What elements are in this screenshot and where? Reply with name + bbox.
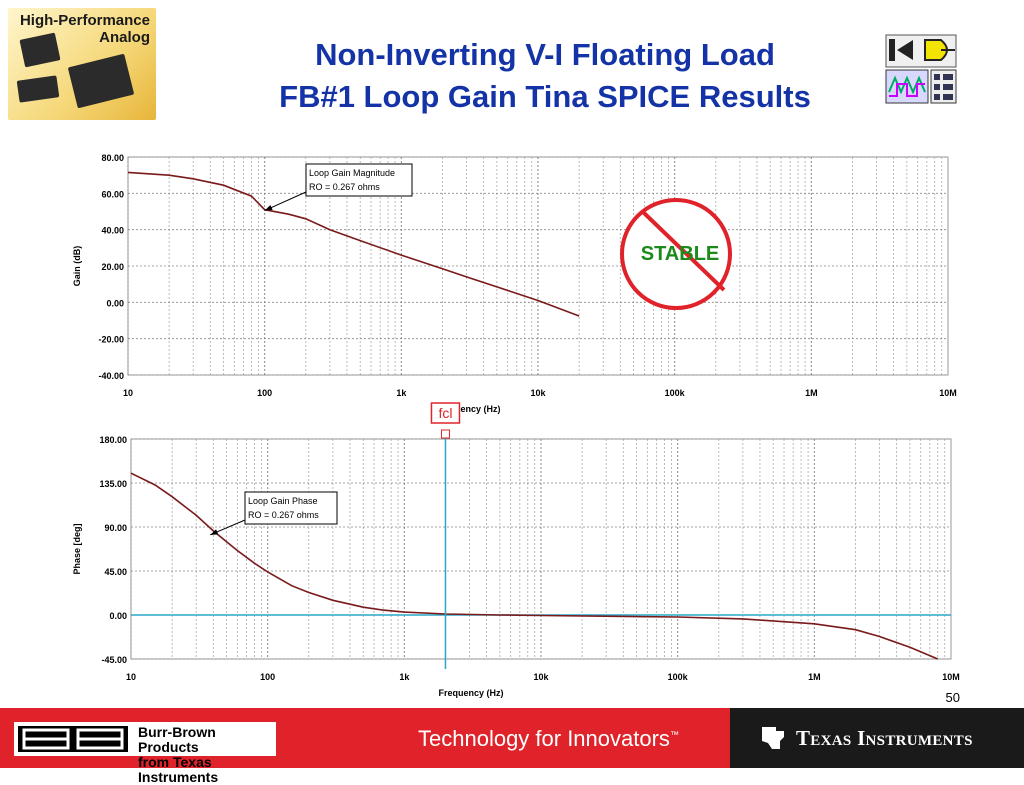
tagline-trademark: ™ — [669, 729, 679, 740]
y-tick-label: 135.00 — [99, 479, 127, 489]
y-tick-label: -20.00 — [98, 335, 124, 345]
annotation-arrow — [264, 191, 307, 212]
y-tick-label: 45.00 — [104, 567, 127, 577]
ti-logo-icon — [762, 727, 784, 749]
fcl-handle[interactable] — [440, 429, 450, 439]
title-line1: Non-Inverting V-I Floating Load — [315, 37, 775, 72]
high-performance-analog-logo: High-Performance Analog — [8, 8, 156, 120]
gain-chart: 80.00 60.00 40.00 20.00 0.00 -20.00 -40.00 10 10… — [72, 153, 957, 414]
x-tick-label: 10M — [942, 672, 960, 682]
y-axis-label: Gain (dB) — [72, 246, 82, 287]
logo-line1: High-Performance — [19, 12, 150, 29]
bode-plots: 80.00 60.00 40.00 20.00 0.00 -20.00 -40.00 10 10… — [72, 153, 960, 698]
x-tick-label: 1M — [805, 388, 818, 398]
fcl-label: fcl — [438, 405, 452, 421]
series-line — [127, 171, 580, 317]
y-tick-label: 0.00 — [106, 298, 124, 308]
bb-logo-icon — [18, 726, 128, 752]
tina-spice-icon — [885, 34, 957, 104]
y-axis-label: Phase [deg] — [72, 523, 82, 574]
bb-line2: from Texas Instruments — [138, 754, 219, 785]
stable-text: STABLE — [641, 243, 720, 265]
tagline-text: Technology for Innovators — [418, 726, 670, 751]
x-tick-label: 10k — [530, 388, 546, 398]
y-tick-label: 60.00 — [101, 189, 124, 199]
y-tick-label: 80.00 — [101, 153, 124, 163]
x-tick-label: 1k — [396, 388, 407, 398]
annotation-box — [305, 163, 413, 197]
x-tick-label: 10M — [939, 388, 957, 398]
series-line — [130, 472, 939, 660]
y-tick-label: 0.00 — [109, 611, 127, 621]
y-tick-label: 20.00 — [101, 262, 124, 272]
y-tick-label: -45.00 — [101, 655, 127, 665]
annotation-line1: Loop Gain Magnitude — [309, 168, 395, 178]
arrow-head — [264, 205, 273, 211]
y-tick-label: 40.00 — [101, 226, 124, 236]
burr-brown-badge: Burr-Brown Products from Texas Instrumen… — [14, 722, 276, 785]
x-tick-label: 10k — [533, 672, 549, 682]
x-tick-label: 100k — [668, 672, 689, 682]
ti-name: Texas Instruments — [796, 726, 973, 750]
stable-no-circle — [620, 198, 732, 310]
y-tick-label: 90.00 — [104, 523, 127, 533]
y-tick-label: -40.00 — [98, 371, 124, 381]
x-tick-label: 1k — [399, 672, 410, 682]
x-tick-label: 10 — [126, 672, 136, 682]
annotation-line1: Loop Gain Phase — [248, 496, 318, 506]
page-title: Non-Inverting V-I Floating Load FB#1 Loo… — [230, 34, 860, 118]
stable-strike-line — [641, 210, 726, 292]
x-axis-label: Frequency (Hz) — [435, 404, 500, 414]
bb-text: Burr-Brown Products from Texas Instrumen… — [138, 725, 276, 785]
bb-logo-graphic — [22, 728, 124, 750]
footer-bar: Burr-Brown Products from Texas Instrumen… — [0, 708, 1024, 785]
annotation-line2: RO = 0.267 ohms — [248, 510, 319, 520]
logo-line2: Analog — [99, 29, 150, 46]
x-axis-label: Frequency (Hz) — [438, 688, 503, 698]
tagline: Technology for Innovators™ — [418, 726, 679, 752]
annotation-box — [244, 491, 338, 525]
phase-chart: 180.00 135.00 90.00 45.00 0.00 -45.00 10 100 1k 1… — [72, 435, 960, 698]
x-tick-label: 1M — [808, 672, 821, 682]
bb-line1: Burr-Brown Products — [138, 724, 216, 755]
x-tick-label: 100 — [260, 672, 275, 682]
x-tick-label: 100k — [665, 388, 686, 398]
ti-brand-area: Texas Instruments — [730, 708, 1024, 768]
arrow-head — [210, 529, 219, 535]
logo-text: High-Performance Analog — [20, 12, 150, 46]
y-tick-label: 180.00 — [99, 435, 127, 445]
x-tick-label: 10 — [123, 388, 133, 398]
page-number: 50 — [945, 690, 960, 705]
stable-stamp: STABLE — [620, 198, 732, 310]
fcl-marker[interactable]: fcl — [430, 402, 461, 669]
title-line2: FB#1 Loop Gain Tina SPICE Results — [279, 79, 811, 114]
annotation-line2: RO = 0.267 ohms — [309, 182, 380, 192]
x-tick-label: 100 — [257, 388, 272, 398]
fcl-label-box — [430, 402, 461, 424]
